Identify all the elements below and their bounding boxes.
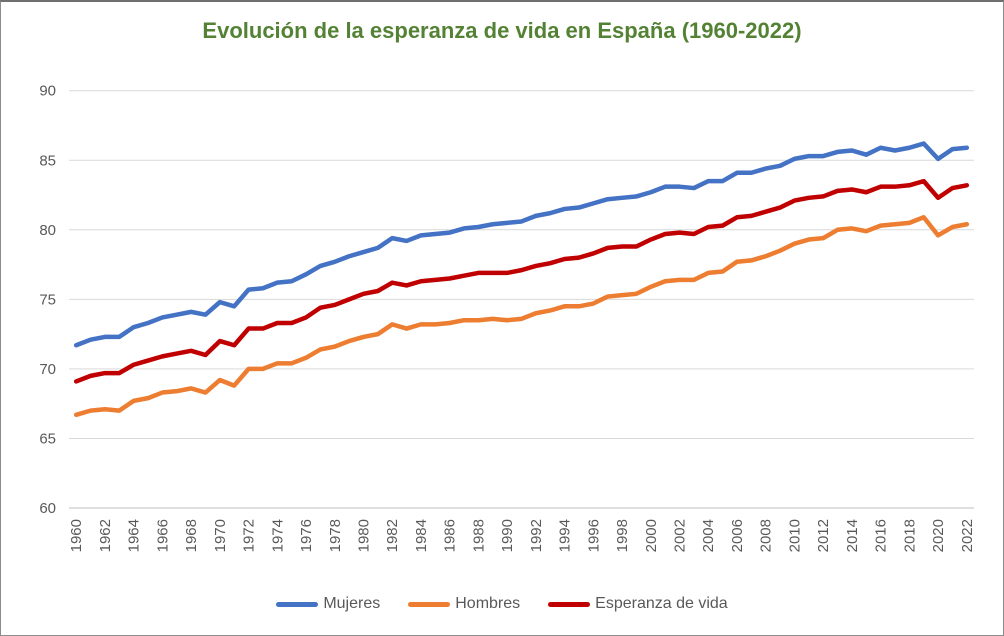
series-line-mujeres [73, 141, 970, 348]
legend-item-mujeres: Mujeres [276, 595, 380, 613]
x-axis-tick-label: 1994 [557, 519, 574, 552]
y-axis-tick-label: 75 [39, 291, 56, 308]
x-axis-tick-label: 1964 [126, 519, 143, 552]
legend-label-hombres: Hombres [455, 595, 521, 612]
x-axis-tick-label: 1972 [241, 519, 258, 552]
x-axis-tick-label: 1960 [68, 519, 85, 552]
x-axis-tick-label: 1976 [298, 519, 315, 552]
x-axis-tick-label: 1998 [614, 519, 631, 552]
x-axis-tick-label: 1984 [413, 519, 430, 552]
legend: Mujeres Hombres Esperanza de vida [1, 595, 1003, 613]
x-axis-tick-label: 2000 [643, 519, 660, 552]
x-axis-tick-label: 1968 [183, 519, 200, 552]
legend-marker-esperanza-de-vida-line-icon [548, 601, 591, 607]
x-axis-tick-label: 1962 [97, 519, 114, 552]
legend-marker-mujeres-line-icon [276, 601, 319, 607]
x-axis-tick-label: 2020 [930, 519, 947, 552]
x-axis-tick-label: 1982 [384, 519, 401, 552]
y-axis-tick-label: 65 [39, 430, 56, 447]
x-axis-tick-label: 1974 [269, 519, 286, 552]
x-axis-tick-label: 1978 [327, 519, 344, 552]
legend-label-mujeres: Mujeres [323, 595, 381, 612]
y-axis-tick-label: 80 [39, 222, 56, 239]
x-axis-tick-label: 2016 [873, 519, 890, 552]
legend-item-hombres: Hombres [408, 595, 520, 613]
plot-area: 60 65 70 75 80 85 90 1960 1962 1964 1966 1968 1970 19… [39, 83, 976, 553]
x-axis-tick-label: 1970 [212, 519, 229, 552]
x-axis-tick-label: 1966 [154, 519, 171, 552]
x-axis-tick-label: 2006 [729, 519, 746, 552]
y-axis-tick-label: 60 [39, 500, 56, 517]
x-axis-tick-label: 1990 [499, 519, 516, 552]
x-axis-tick-label: 2014 [844, 519, 861, 552]
x-axis-tick-label: 1986 [442, 519, 459, 552]
x-axis-tick-label: 1992 [528, 519, 545, 552]
x-axis-tick-label: 1980 [355, 519, 372, 552]
x-axis-tick-label: 2002 [672, 519, 689, 552]
legend-label-esperanza-de-vida: Esperanza de vida [595, 595, 728, 612]
x-axis-tick-label: 2004 [700, 519, 717, 552]
chart-title: Evolución de la esperanza de vida en Esp… [202, 18, 802, 43]
x-axis-tick-label: 1996 [585, 519, 602, 552]
x-axis-tick-label: 2022 [959, 519, 976, 552]
y-axis-tick-label: 70 [39, 361, 56, 378]
x-axis-tick-label: 2018 [901, 519, 918, 552]
series-line-esperanza-de-vida [73, 178, 970, 384]
x-axis-tick-label: 2010 [786, 519, 803, 552]
x-axis-tick-label: 1988 [470, 519, 487, 552]
legend-marker-hombres-line-icon [408, 601, 451, 607]
series-line-hombres [73, 215, 970, 418]
x-axis-tick-label: 2012 [815, 519, 832, 552]
x-axis-tick-label: 2008 [758, 519, 775, 552]
legend-item-esperanza-de-vida: Esperanza de vida [548, 595, 728, 613]
y-axis-tick-label: 85 [39, 152, 56, 169]
y-axis-tick-label: 90 [39, 83, 56, 100]
